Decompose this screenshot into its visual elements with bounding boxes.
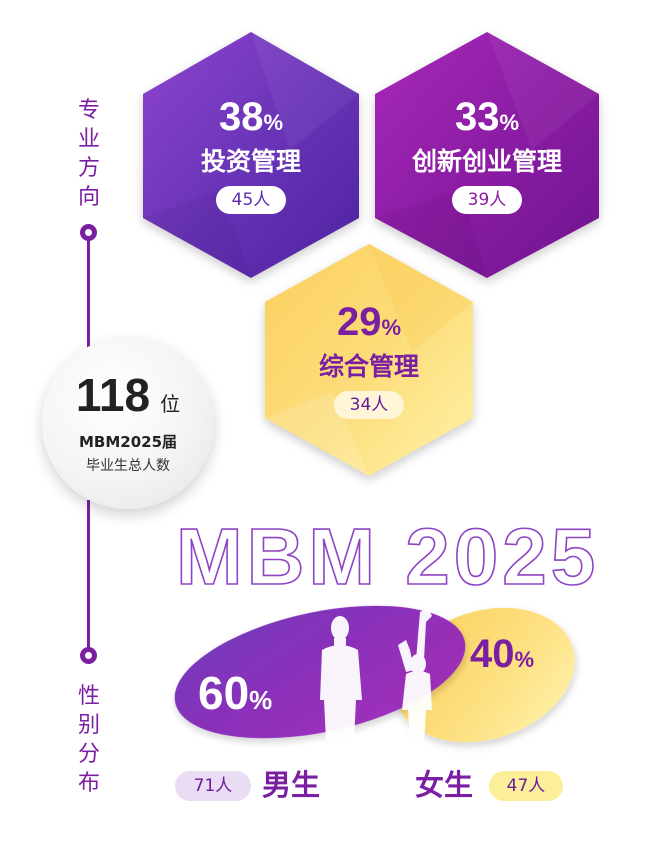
hexagon-shape-icon [265,244,473,476]
major-percent: 38% [218,95,284,139]
timeline-line-upper [87,240,90,370]
major-hex-general: 29% 综合管理 34人 [262,242,476,478]
major-name: 综合管理 [318,352,419,381]
total-number: 118 位 [75,369,181,421]
major-count-badge: 39人 [451,186,523,214]
timeline-line-lower [87,500,90,650]
female-silhouette-icon [398,608,432,745]
major-name: 创新创业管理 [411,147,562,176]
female-percent: 40% [470,632,535,676]
total-class-label: MBM2025届 [78,433,178,451]
male-count-badge: 71人 [175,771,251,801]
gender-ellipses-graphic [174,605,575,745]
female-count-badge: 47人 [489,771,563,801]
section-label-major: 专业方向 [77,98,100,210]
section-label-gender: 性别分布 [77,684,100,796]
banner-title: MBM 2025 [175,511,600,602]
major-percent: 29% [336,300,402,344]
female-label: 女生 [415,768,474,802]
major-count-badge: 34人 [333,391,405,419]
major-hex-investment: 38% 投资管理 45人 [140,30,362,280]
hexagon-shape-icon [143,32,359,278]
male-silhouette-icon [320,616,362,740]
total-description: 毕业生总人数 [86,458,170,474]
timeline-dot-top [80,224,97,241]
timeline-dot-bottom [80,647,97,664]
major-count-badge: 45人 [215,186,287,214]
male-label: 男生 [262,768,321,802]
major-hex-innovation: 33% 创新创业管理 39人 [372,30,602,280]
major-name: 投资管理 [200,147,301,176]
male-percent: 60% [198,667,273,719]
major-percent: 33% [454,95,520,139]
total-graduates-circle: 118 位 MBM2025届 毕业生总人数 [42,337,214,509]
